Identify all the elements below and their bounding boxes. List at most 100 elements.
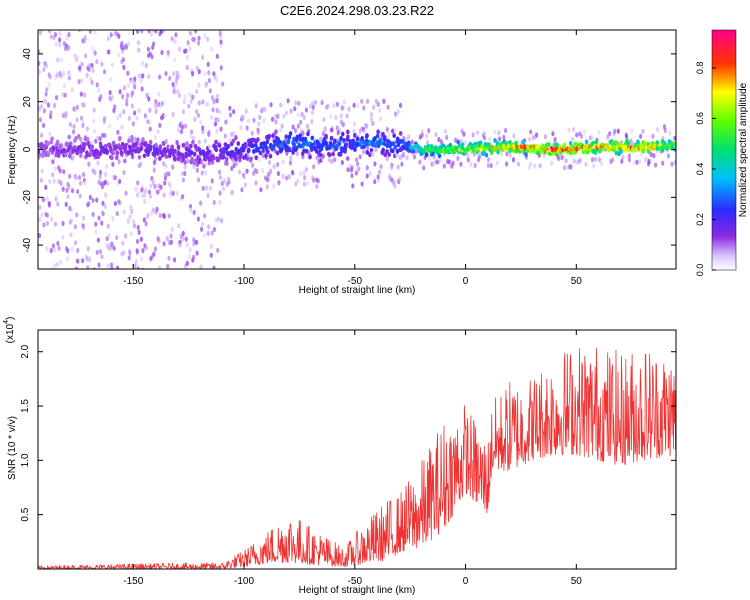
heatmap-cell — [342, 138, 346, 143]
heatmap-cell — [208, 88, 212, 94]
heatmap-cell — [61, 112, 65, 119]
heatmap-cell — [135, 30, 140, 34]
heatmap-cell — [134, 258, 139, 265]
heatmap-cell — [210, 178, 214, 184]
heatmap-cell — [62, 70, 66, 76]
heatmap-cell — [312, 177, 316, 183]
heatmap-cell — [56, 57, 60, 63]
heatmap-cell — [228, 112, 233, 118]
heatmap-cell — [201, 185, 205, 191]
heatmap-cell — [38, 69, 41, 75]
heatmap-cell — [92, 107, 96, 113]
heatmap-cell — [81, 122, 85, 129]
heatmap-cell — [329, 127, 334, 133]
top-x-tick-label: -100 — [234, 276, 254, 287]
heatmap-cell — [143, 198, 147, 204]
heatmap-cell — [87, 66, 91, 73]
heatmap-cell — [570, 144, 574, 150]
heatmap-cell — [216, 157, 221, 163]
heatmap-cell — [134, 141, 138, 147]
heatmap-cell — [115, 234, 119, 241]
heatmap-cell — [95, 197, 99, 203]
heatmap-cell — [655, 146, 660, 152]
heatmap-cell — [196, 216, 200, 222]
heatmap-cell — [147, 189, 152, 195]
heatmap-cell — [221, 20, 224, 25]
heatmap-cell — [543, 134, 548, 140]
heatmap-cell — [268, 153, 273, 159]
heatmap-cell — [130, 151, 134, 157]
heatmap-cell — [258, 114, 262, 121]
heatmap-cell — [106, 263, 110, 269]
heatmap-cell — [207, 224, 211, 230]
heatmap-cell — [582, 129, 586, 135]
heatmap-cell — [470, 143, 474, 149]
heatmap-cell — [186, 40, 190, 46]
heatmap-cell — [340, 131, 345, 137]
heatmap-cell — [191, 139, 195, 145]
heatmap-cell — [316, 143, 321, 149]
heatmap-cell — [212, 265, 216, 269]
heatmap-cell — [161, 140, 166, 146]
top-y-tick-label: 40 — [22, 48, 33, 60]
heatmap-cell — [81, 258, 85, 264]
heatmap-cell — [54, 275, 57, 280]
heatmap-cell — [185, 54, 189, 61]
heatmap-cell — [212, 226, 217, 233]
heatmap-cell — [152, 251, 156, 257]
heatmap-cell — [127, 115, 131, 121]
heatmap-cell — [296, 178, 300, 184]
heatmap-cell — [145, 17, 148, 22]
heatmap-cell — [110, 241, 114, 247]
heatmap-cell — [51, 172, 55, 178]
heatmap-cell — [382, 141, 387, 147]
heatmap-cell — [62, 169, 66, 175]
heatmap-cell — [44, 184, 48, 190]
heatmap-cell — [136, 180, 140, 186]
colorbar-tick-label: 0.8 — [695, 62, 705, 75]
heatmap-cell — [540, 149, 545, 155]
heatmap-cell — [69, 206, 73, 212]
heatmap-cell — [269, 102, 273, 108]
heatmap-cell — [249, 156, 253, 162]
heatmap-cell — [584, 161, 588, 167]
heatmap-cell — [355, 141, 360, 147]
heatmap-cell — [428, 155, 432, 161]
heatmap-cell — [91, 211, 95, 218]
heatmap-cell — [167, 171, 171, 177]
heatmap-cell — [102, 69, 107, 75]
heatmap-cell — [174, 81, 178, 88]
heatmap-cell — [364, 122, 368, 128]
heatmap-cell — [466, 153, 470, 159]
heatmap-cell — [47, 202, 51, 208]
heatmap-cell — [206, 36, 210, 42]
heatmap-cell — [199, 22, 202, 27]
colorbar-tick-label: 0.4 — [695, 163, 705, 176]
heatmap-cell — [405, 154, 409, 161]
heatmap-cell — [590, 157, 595, 163]
heatmap-cell — [173, 57, 177, 63]
heatmap-cell — [168, 240, 172, 246]
heatmap-cell — [157, 188, 161, 195]
heatmap-cell — [462, 131, 466, 137]
heatmap-cell — [641, 128, 645, 135]
heatmap-cell — [456, 155, 460, 161]
heatmap-cell — [493, 138, 497, 143]
heatmap-cell — [466, 157, 470, 163]
heatmap-cell — [88, 257, 92, 263]
heatmap-cell — [505, 161, 509, 167]
heatmap-cell — [327, 157, 331, 163]
heatmap-cell — [66, 45, 70, 52]
heatmap-cell — [215, 98, 219, 104]
heatmap-cell — [172, 86, 176, 92]
heatmap-cell — [83, 136, 88, 142]
heatmap-cell — [50, 136, 54, 142]
heatmap-cell — [104, 164, 109, 170]
top-x-axis-label: Height of straight line (km) — [299, 285, 416, 296]
heatmap-cell — [296, 123, 300, 129]
heatmap-cell — [195, 250, 199, 256]
heatmap-cell — [261, 153, 265, 159]
heatmap-cell — [47, 18, 50, 23]
heatmap-cell — [365, 165, 369, 171]
heatmap-cell — [104, 193, 108, 199]
